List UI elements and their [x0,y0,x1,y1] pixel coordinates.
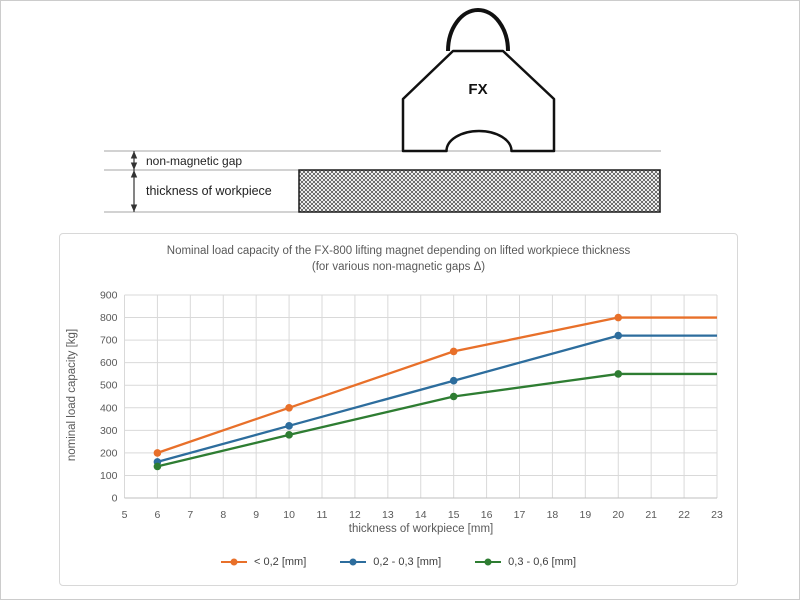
legend-swatch [340,558,367,566]
series-marker [449,347,458,356]
legend-marker-icon [230,558,238,566]
x-tick-label: 16 [481,509,493,521]
thickness-label: thickness of workpiece [146,184,272,198]
legend-label: 0,2 - 0,3 [mm] [373,556,442,568]
x-tick-label: 13 [382,509,394,521]
series-marker [285,422,293,430]
x-tick-label: 21 [645,509,657,521]
y-tick-label: 500 [100,380,118,392]
x-tick-label: 9 [253,509,259,521]
y-tick-label: 600 [100,357,118,369]
magnet-diagram: non-magnetic gap thickness of workpiece … [104,8,661,213]
series-marker [614,313,623,322]
x-tick-label: 12 [349,509,361,521]
x-tick-label: 5 [122,509,128,521]
x-tick-label: 8 [220,509,226,521]
legend-label: < 0,2 [mm] [254,556,307,568]
y-tick-label: 800 [100,312,118,324]
y-tick-label: 200 [100,447,118,459]
series-marker [449,376,458,385]
x-tick-label: 10 [283,509,295,521]
x-tick-label: 18 [547,509,559,521]
x-tick-label: 20 [612,509,624,521]
y-tick-label: 400 [100,402,118,414]
x-tick-label: 14 [415,509,427,521]
series-marker [449,392,458,401]
chart-title: Nominal load capacity of the FX-800 lift… [60,243,737,275]
chart-panel: Nominal load capacity of the FX-800 lift… [59,233,738,586]
magnet-label: FX [468,81,487,98]
series-marker [153,462,162,471]
x-axis-title: thickness of workpiece [mm] [348,523,494,535]
legend-item: 0,2 - 0,3 [mm] [340,556,441,568]
workpiece-rect [298,169,661,213]
x-tick-label: 7 [187,509,193,521]
gap-label: non-magnetic gap [146,154,242,168]
y-tick-label: 100 [100,470,118,482]
x-tick-label: 19 [579,509,591,521]
dimension-arrow-gap [130,151,138,170]
plot-area: 5 6 7 8 9 10 11 12 13 14 15 16 17 18 19 20 21 22 23 0 100 200… [100,290,723,522]
y-tick-label: 700 [100,335,118,347]
x-tick-label: 15 [448,509,460,521]
series-marker [285,403,293,412]
y-tick-label: 300 [100,425,118,437]
series-marker [285,431,293,439]
magnet-handle [446,8,510,52]
chart-title-line-2: (for various non-magnetic gaps Δ) [311,261,486,273]
series-marker [153,449,162,457]
legend-item: < 0,2 [mm] [221,556,306,568]
legend-swatch [475,558,502,566]
legend-marker-icon [484,558,492,566]
dimension-arrow-thickness [130,170,138,212]
chart-title-line-1: Nominal load capacity of the FX-800 lift… [166,245,631,257]
y-tick-label: 900 [100,290,118,302]
magnet-body [401,49,556,153]
legend-swatch [221,558,247,566]
x-tick-label: 6 [154,509,160,521]
x-tick-label: 11 [317,509,328,521]
x-tick-label: 22 [678,509,690,521]
legend-marker-icon [349,558,357,566]
x-tick-label: 23 [711,509,723,521]
legend-item: 0,3 - 0,6 [mm] [475,556,576,568]
chart-legend: < 0,2 [mm] 0,2 - 0,3 [mm] 0,3 - 0,6 [mm] [60,556,737,568]
legend-label: 0,3 - 0,6 [mm] [508,556,576,568]
series-marker [614,331,623,340]
x-tick-label: 17 [514,509,526,521]
y-tick-label: 0 [112,493,118,505]
y-axis-title: nominal load capacity [kg] [66,328,78,462]
series-line [157,334,717,464]
series-marker [614,370,623,378]
